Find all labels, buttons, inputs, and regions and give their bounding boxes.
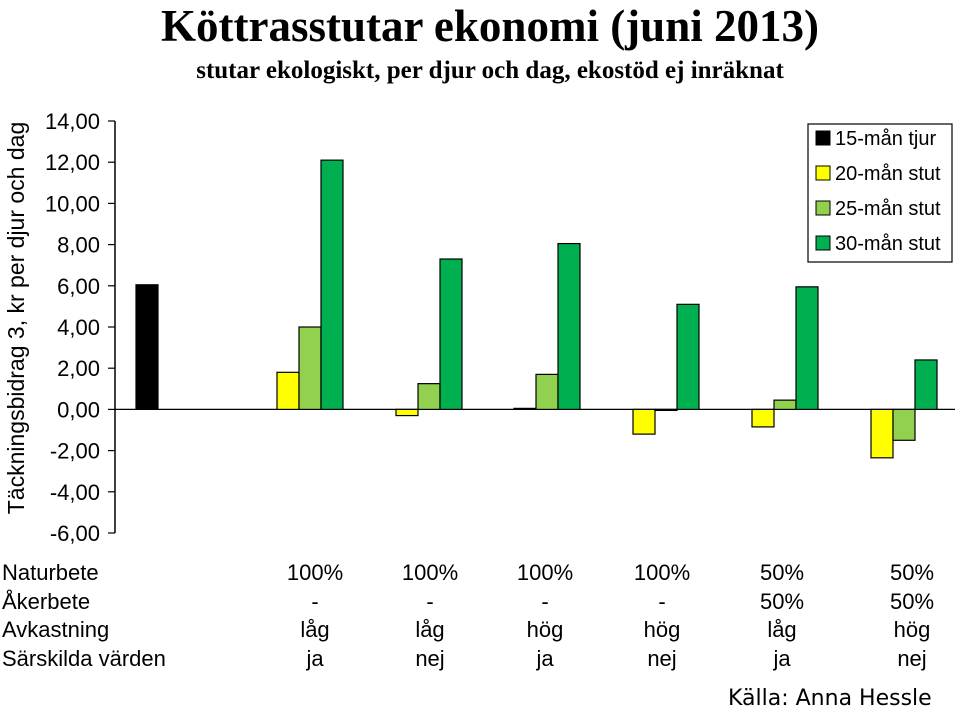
condition-value: 50% <box>889 560 935 585</box>
bar-25-mån-stut-1 <box>298 326 322 411</box>
legend: 15-mån tjur 20-mån stut 25-mån stut 30-mån … <box>807 123 953 263</box>
condition-value: nej <box>647 646 677 671</box>
bar-30-mån-stut-1 <box>320 159 344 410</box>
y-axis: 14,00 12,00 10,00 8,00 6,00 4,00 2,00 0,00 -2,00… <box>45 109 955 546</box>
legend-entry: 25-mån stut <box>835 198 941 220</box>
condition-label: Avkastning <box>2 617 110 642</box>
bar-25-mån-stut-4 <box>654 408 678 412</box>
bar-20-mån-stut-1 <box>276 371 300 411</box>
bar-20-mån-stut-2 <box>395 408 419 417</box>
y-tick-label: 4,00 <box>57 315 100 340</box>
bar-30-mån-stut-5 <box>795 286 819 410</box>
y-tick-label: 2,00 <box>57 356 100 381</box>
condition-value: - <box>658 589 666 614</box>
bar-20-mån-stut-5 <box>751 408 775 428</box>
bar-25-mån-stut-3 <box>535 373 559 411</box>
condition-value: 50% <box>889 589 935 614</box>
chart-subtitle: stutar ekologiskt, per djur och dag, eko… <box>196 57 784 84</box>
condition-value: 100% <box>286 560 344 585</box>
y-tick-label: 8,00 <box>57 233 100 258</box>
bar-15-mån-tjur-0 <box>135 284 159 410</box>
condition-value: ja <box>536 646 554 671</box>
condition-label: Åkerbete <box>2 589 91 614</box>
condition-value: 50% <box>759 589 805 614</box>
y-tick-label: 6,00 <box>57 274 100 299</box>
bars <box>135 159 938 459</box>
legend-box <box>807 123 953 263</box>
bar-25-mån-stut-2 <box>417 383 441 410</box>
condition-value: - <box>541 589 549 614</box>
condition-value: ja <box>306 646 324 671</box>
bar-chart: 14,00 12,00 10,00 8,00 6,00 4,00 2,00 0,00 -2,00… <box>3 109 955 546</box>
bar-30-mån-stut-3 <box>557 242 581 411</box>
condition-value: 100% <box>633 560 691 585</box>
condition-label: Naturbete <box>2 560 99 585</box>
bar-30-mån-stut-4 <box>676 303 700 410</box>
condition-label: Särskilda värden <box>2 646 166 671</box>
y-tick-label: 14,00 <box>45 109 100 134</box>
y-tick-label: -4,00 <box>50 480 100 505</box>
condition-value: 100% <box>401 560 459 585</box>
bar-25-mån-stut-5 <box>773 399 797 411</box>
y-tick-label: 12,00 <box>45 150 100 175</box>
bar-20-mån-stut-6 <box>870 408 894 459</box>
y-tick-label: -6,00 <box>50 521 100 546</box>
condition-value: hög <box>643 617 681 642</box>
condition-value: låg <box>767 617 797 642</box>
legend-swatch <box>815 130 831 146</box>
legend-entry: 20-mån stut <box>835 163 941 185</box>
y-tick-label: -2,00 <box>50 439 100 464</box>
condition-value: hög <box>526 617 564 642</box>
y-axis-label: Täckningsbidrag 3, kr per djur och dag <box>3 122 29 515</box>
legend-entry: 15-mån tjur <box>835 128 936 150</box>
source-note: Källa: Anna Hessle <box>728 686 932 711</box>
condition-value: låg <box>300 617 330 642</box>
legend-entry: 30-mån stut <box>835 233 941 255</box>
condition-value: - <box>426 589 434 614</box>
y-tick-label: 0,00 <box>57 397 100 422</box>
condition-value: ja <box>773 646 791 671</box>
bar-20-mån-stut-4 <box>632 408 656 435</box>
y-tick-label: 10,00 <box>45 191 100 216</box>
condition-value: 50% <box>759 560 805 585</box>
legend-swatch <box>815 235 831 251</box>
bar-30-mån-stut-6 <box>914 359 938 410</box>
condition-value: hög <box>893 617 931 642</box>
chart-title: Köttrasstutar ekonomi (juni 2013) <box>161 1 819 51</box>
condition-value: - <box>311 589 319 614</box>
condition-value: låg <box>415 617 445 642</box>
bar-20-mån-stut-3 <box>513 407 537 410</box>
bar-30-mån-stut-2 <box>439 258 463 410</box>
condition-value: nej <box>897 646 927 671</box>
legend-swatch <box>815 165 831 181</box>
condition-value: nej <box>415 646 445 671</box>
bar-25-mån-stut-6 <box>892 408 916 441</box>
condition-value: 100% <box>516 560 574 585</box>
legend-swatch <box>815 200 831 216</box>
